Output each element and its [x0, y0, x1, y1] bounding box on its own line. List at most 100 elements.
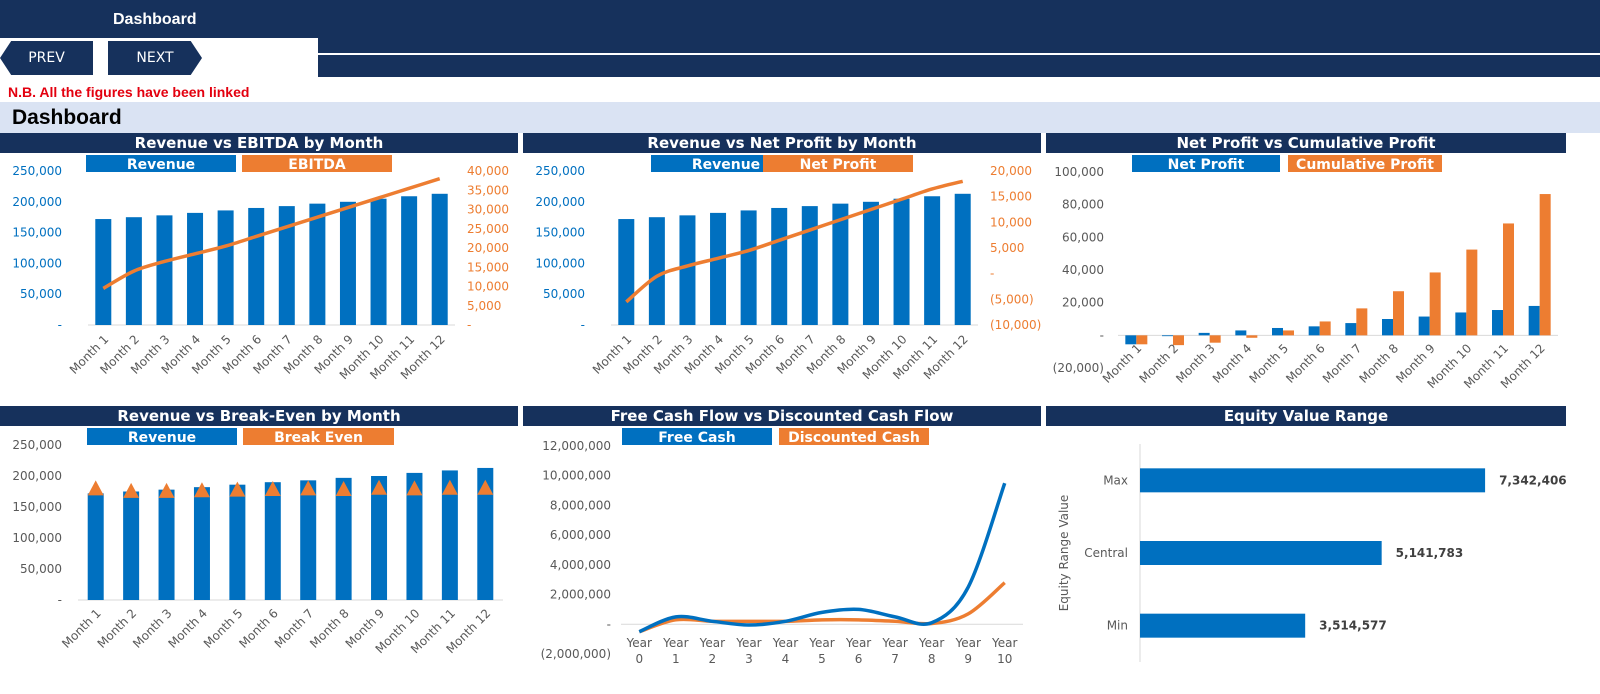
break-even-marker [264, 481, 281, 497]
x-tick-label: Year 10 [991, 636, 1017, 666]
revenue-bar [339, 201, 356, 325]
break-even-marker [229, 481, 246, 497]
break-even-marker [193, 482, 210, 498]
cumulative-profit-bar [1173, 335, 1184, 346]
net-profit-bar [1272, 327, 1283, 336]
y-tick-label: 100,000 [535, 256, 585, 270]
x-tick-label: Year 1 [662, 636, 688, 666]
chart-revenue-net-profit: Revenue vs Net Profit by Month Revenue Net… [523, 133, 1041, 391]
free-cash-line [638, 482, 1007, 634]
x-tick-label: Month 2 [1137, 341, 1182, 386]
chart-equity-value-range-svg: Equity Value Range Equity Range Value Max 7… [1046, 406, 1566, 662]
y-tick-label: 60,000 [1062, 230, 1104, 244]
revenue-bar [832, 203, 849, 325]
legend-swatch-1 [622, 428, 772, 445]
y2-tick-label: (5,000) [990, 292, 1034, 306]
y-tick-label: 50,000 [20, 287, 62, 301]
break-even-marker [406, 480, 423, 496]
legend-swatch-1 [87, 428, 237, 445]
chart-title: Revenue vs EBITDA by Month [135, 134, 384, 152]
break-even-marker [477, 479, 494, 495]
revenue-bar [217, 210, 234, 325]
x-tick-label: Year 7 [881, 636, 907, 666]
legend-label-1: Revenue [127, 157, 195, 173]
revenue-bar [771, 207, 788, 325]
line-series [625, 179, 964, 304]
chart-revenue-ebitda-svg: Revenue vs EBITDA by Month Revenue EBITDA 2… [0, 133, 518, 382]
cumulative-profit-bar [1503, 223, 1514, 336]
break-even-marker [158, 482, 175, 498]
y2-tick-label: 10,000 [990, 215, 1032, 229]
revenue-bar [954, 193, 971, 325]
y-tick-label: - [58, 318, 62, 332]
net-profit-bar [1308, 326, 1320, 336]
break-even-marker [335, 481, 352, 497]
y-tick-label: 200,000 [535, 195, 585, 209]
revenue-bar [370, 198, 387, 325]
y2-tick-label: 25,000 [467, 222, 509, 236]
revenue-bar [924, 196, 941, 325]
prev-button[interactable]: PREV [0, 41, 93, 75]
y-tick-label: - [1100, 328, 1104, 342]
equity-bar [1140, 468, 1486, 493]
y-tick-label: - [581, 318, 585, 332]
chart-revenue-net-profit-svg: Revenue vs Net Profit by Month Revenue Net… [523, 133, 1041, 382]
y-axis-title: Equity Range Value [1057, 495, 1071, 612]
revenue-bar [893, 198, 910, 325]
y2-tick-label: 5,000 [990, 241, 1024, 255]
category-label: Min [1107, 619, 1128, 633]
net-profit-bar [1162, 335, 1173, 337]
y2-tick-label: 5,000 [467, 299, 501, 313]
category-label: Max [1103, 473, 1128, 487]
chart-revenue-ebitda: Revenue vs EBITDA by Month Revenue EBITDA 2… [0, 133, 518, 391]
chart-title-bar [0, 133, 518, 153]
x-tick-label: Year 2 [699, 636, 725, 666]
chart-equity-value-range: Equity Value Range Equity Range Value Max 7… [1046, 406, 1566, 690]
legend-label-2: Break Even [274, 430, 363, 446]
chart-title: Free Cash Flow vs Discounted Cash Flow [611, 407, 954, 425]
header-title: Dashboard [113, 11, 197, 28]
break-even-marker [371, 479, 388, 495]
net-profit-bar [1382, 319, 1393, 336]
revenue-bar [300, 480, 317, 600]
y-tick-label: 20,000 [1062, 296, 1104, 310]
revenue-bar [441, 470, 458, 600]
category-label: Central [1084, 546, 1128, 560]
section-title: Dashboard [12, 106, 122, 129]
revenue-bar [335, 477, 352, 600]
y-tick-label: 10,000,000 [542, 469, 611, 483]
chart-revenue-break-even: Revenue vs Break-Even by Month Revenue Bre… [0, 406, 518, 690]
revenue-bar [618, 219, 635, 325]
cumulative-profit-bar [1136, 335, 1148, 345]
x-tick-label: Month 8 [1357, 341, 1402, 386]
net-profit-bar [1528, 305, 1540, 336]
revenue-bar [431, 193, 448, 325]
x-tick-label: Year 8 [918, 636, 944, 666]
chart-net-profit-cumulative: Net Profit vs Cumulative Profit Net Profi… [1046, 133, 1566, 400]
chart-title-bar [0, 406, 518, 426]
y2-tick-label: (10,000) [990, 318, 1041, 332]
revenue-bar [401, 196, 418, 325]
y-tick-label: - [607, 617, 611, 631]
x-tick-label: Year 0 [626, 636, 652, 666]
net-profit-bar [1345, 323, 1357, 336]
chart-title: Equity Value Range [1224, 407, 1388, 425]
revenue-bar [193, 487, 210, 600]
revenue-bar [87, 493, 104, 600]
legend-swatch-2 [243, 428, 394, 445]
y2-tick-label: 20,000 [467, 241, 509, 255]
x-tick-label: Month 3 [1173, 341, 1218, 386]
break-even-marker [300, 480, 317, 496]
net-profit-bar [1455, 312, 1467, 336]
next-button[interactable]: NEXT [108, 41, 202, 75]
break-even-marker [87, 480, 104, 496]
chart-net-profit-cumulative-svg: Net Profit vs Cumulative Profit Net Profi… [1046, 133, 1566, 391]
legend-label-2: Net Profit [800, 157, 877, 173]
y-tick-label: 250,000 [535, 164, 585, 178]
value-label: 5,141,783 [1396, 546, 1464, 560]
x-tick-label: Year 6 [845, 636, 871, 666]
cumulative-profit-bar [1283, 330, 1294, 336]
legend-label-1: Revenue [128, 430, 196, 446]
net-profit-bar [1125, 335, 1137, 345]
y-tick-label: (20,000) [1053, 361, 1104, 375]
